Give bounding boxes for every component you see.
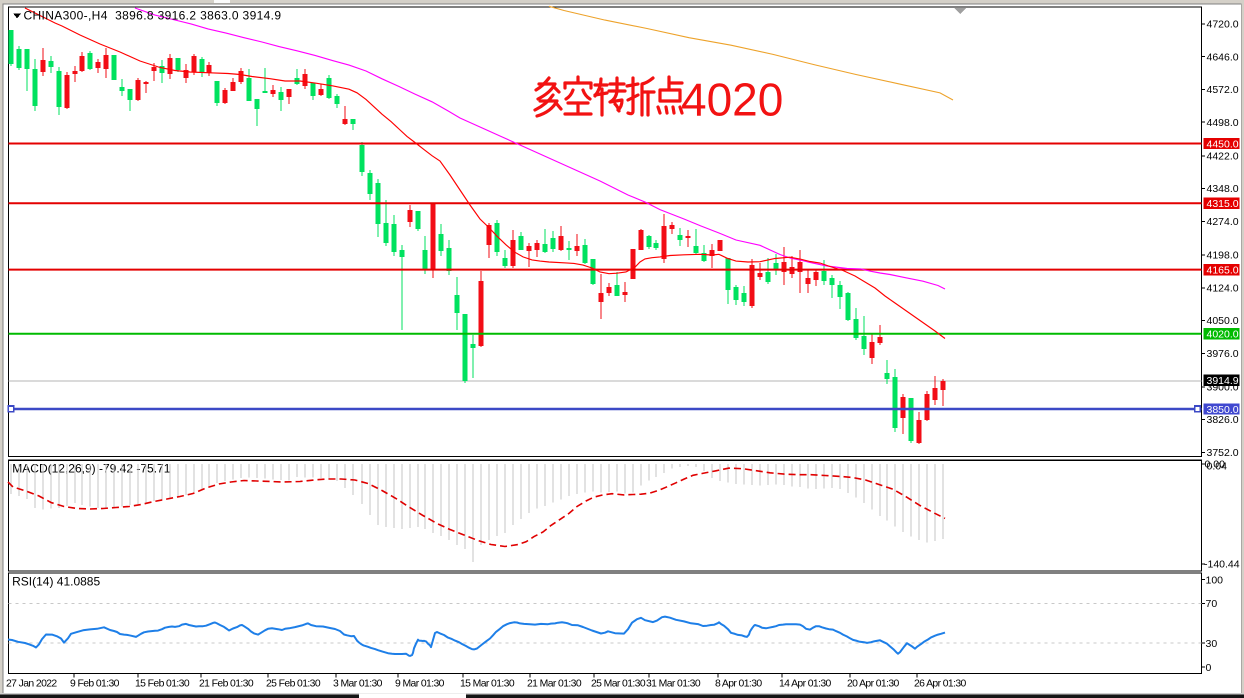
svg-text:100: 100 <box>1206 574 1224 586</box>
svg-text:4124.0: 4124.0 <box>1207 282 1239 294</box>
svg-text:4422.0: 4422.0 <box>1207 151 1239 163</box>
svg-text:70: 70 <box>1206 598 1218 610</box>
svg-text:3914.9: 3914.9 <box>1207 375 1239 387</box>
svg-text:4165.0: 4165.0 <box>1207 264 1239 276</box>
svg-text:0: 0 <box>1206 662 1212 674</box>
svg-text:20 Apr 01:30: 20 Apr 01:30 <box>847 679 900 690</box>
svg-text:4315.0: 4315.0 <box>1207 198 1239 210</box>
svg-text:4050.0: 4050.0 <box>1207 315 1239 327</box>
svg-text:4498.0: 4498.0 <box>1207 117 1239 129</box>
svg-text:4572.0: 4572.0 <box>1207 84 1239 96</box>
svg-text:0.04: 0.04 <box>1207 461 1228 473</box>
svg-text:21 Feb 01:30: 21 Feb 01:30 <box>199 679 254 690</box>
svg-text:4646.0: 4646.0 <box>1207 51 1239 63</box>
svg-text:4020: 4020 <box>681 74 783 126</box>
svg-text:4020.0: 4020.0 <box>1207 329 1239 341</box>
svg-text:3976.0: 3976.0 <box>1207 348 1239 360</box>
svg-text:4348.0: 4348.0 <box>1207 183 1239 195</box>
svg-text:9 Feb 01:30: 9 Feb 01:30 <box>70 679 120 690</box>
svg-text:MACD(12,26,9) -79.42 -75.71: MACD(12,26,9) -79.42 -75.71 <box>12 462 170 476</box>
svg-text:31 Mar 01:30: 31 Mar 01:30 <box>646 679 701 690</box>
svg-text:4198.0: 4198.0 <box>1207 250 1239 262</box>
svg-text:15 Mar 01:30: 15 Mar 01:30 <box>460 679 515 690</box>
svg-text:26 Apr 01:30: 26 Apr 01:30 <box>914 679 967 690</box>
svg-text:30: 30 <box>1206 638 1218 650</box>
svg-text:14 Apr 01:30: 14 Apr 01:30 <box>779 679 832 690</box>
svg-text:25 Feb 01:30: 25 Feb 01:30 <box>266 679 321 690</box>
svg-text:CHINA300-,H4 3896.8 3916.2 38: CHINA300-,H4 3896.8 3916.2 3863.0 3914.9 <box>24 9 282 23</box>
svg-text:15 Feb 01:30: 15 Feb 01:30 <box>135 679 190 690</box>
svg-text:9 Mar 01:30: 9 Mar 01:30 <box>395 679 445 690</box>
svg-text:4274.0: 4274.0 <box>1207 216 1239 228</box>
svg-text:3826.0: 3826.0 <box>1207 414 1239 426</box>
svg-text:25 Mar 01:30: 25 Mar 01:30 <box>591 679 646 690</box>
svg-text:27 Jan 2022: 27 Jan 2022 <box>6 679 57 690</box>
svg-text:3 Mar 01:30: 3 Mar 01:30 <box>333 679 383 690</box>
svg-text:21 Mar 01:30: 21 Mar 01:30 <box>527 679 582 690</box>
svg-text:4450.0: 4450.0 <box>1207 138 1239 150</box>
svg-text:-140.44: -140.44 <box>1204 558 1240 570</box>
svg-text:4720.0: 4720.0 <box>1207 19 1239 31</box>
svg-text:3850.0: 3850.0 <box>1207 404 1239 416</box>
svg-text:0.00: 0.00 <box>1205 459 1226 471</box>
svg-text:RSI(14) 41.0885: RSI(14) 41.0885 <box>12 575 100 589</box>
svg-text:3752.0: 3752.0 <box>1207 447 1239 459</box>
svg-text:8 Apr 01:30: 8 Apr 01:30 <box>715 679 762 690</box>
